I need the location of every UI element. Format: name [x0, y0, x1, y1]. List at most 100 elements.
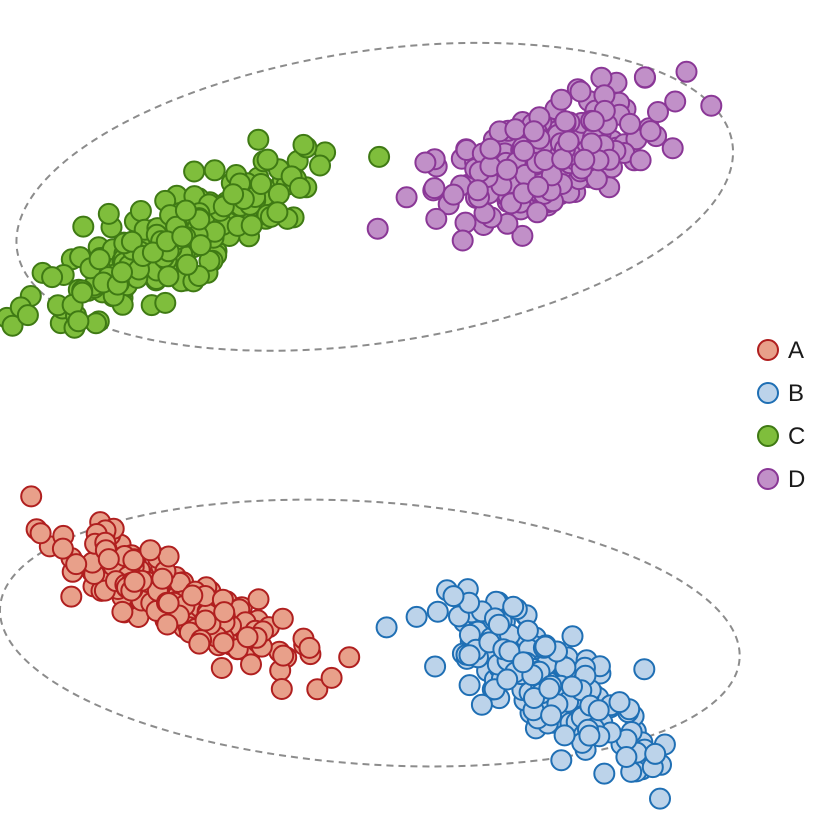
- point-b: [458, 674, 481, 697]
- point-c: [41, 266, 64, 289]
- point-b: [644, 742, 667, 765]
- point-c: [368, 145, 391, 168]
- data-points: [0, 60, 723, 810]
- point-b: [550, 749, 573, 772]
- point-c: [171, 225, 194, 248]
- point-c: [292, 133, 315, 156]
- point-c: [309, 154, 331, 177]
- legend-label-d: D: [788, 466, 805, 493]
- point-a: [157, 592, 180, 615]
- point-b: [426, 600, 449, 623]
- point-d: [522, 120, 545, 143]
- point-a: [240, 653, 262, 676]
- point-a: [181, 584, 204, 607]
- point-b: [458, 644, 481, 667]
- point-c: [222, 183, 245, 206]
- point-c: [240, 214, 263, 237]
- point-a: [151, 567, 174, 590]
- point-a: [210, 657, 233, 679]
- point-d: [527, 175, 550, 198]
- point-a: [157, 545, 180, 568]
- point-b: [405, 605, 428, 628]
- legend-item-b: B: [757, 380, 804, 407]
- point-a: [188, 632, 211, 655]
- point-a: [122, 549, 145, 572]
- point-d: [496, 158, 519, 181]
- point-c: [71, 281, 94, 304]
- point-c: [97, 202, 120, 225]
- series-c: [0, 128, 391, 339]
- point-d: [512, 139, 535, 162]
- point-b: [608, 691, 631, 714]
- point-a: [213, 601, 236, 624]
- point-c: [288, 176, 311, 199]
- legend-label-b: B: [788, 380, 804, 407]
- point-d: [479, 137, 502, 160]
- group-outline-a-b: [0, 498, 741, 768]
- point-d: [661, 137, 684, 160]
- point-a: [139, 539, 162, 562]
- point-a: [320, 666, 343, 689]
- point-d: [619, 112, 641, 135]
- point-b: [424, 655, 447, 678]
- point-b: [516, 619, 539, 642]
- legend-marker-d: [757, 468, 779, 490]
- point-b: [502, 595, 525, 618]
- point-d: [451, 229, 474, 252]
- point-b: [561, 625, 584, 648]
- series-a: [20, 485, 361, 701]
- point-d: [675, 60, 698, 83]
- point-a: [29, 522, 52, 545]
- point-b: [633, 658, 656, 681]
- series-d: [366, 60, 723, 252]
- point-a: [65, 553, 88, 576]
- point-a: [20, 485, 43, 508]
- point-c: [256, 148, 279, 171]
- point-b: [538, 677, 561, 700]
- point-a: [270, 678, 293, 700]
- point-c: [72, 215, 95, 238]
- point-b: [587, 699, 610, 722]
- point-c: [267, 182, 290, 205]
- point-b: [615, 746, 638, 768]
- point-c: [189, 234, 212, 257]
- point-d: [700, 94, 723, 117]
- point-d: [639, 120, 662, 143]
- legend-marker-b: [757, 382, 779, 404]
- point-d: [425, 207, 448, 230]
- point-b: [578, 724, 601, 747]
- point-c: [176, 253, 199, 276]
- legend-item-d: D: [757, 466, 805, 493]
- legend-label-a: A: [788, 337, 804, 364]
- point-d: [629, 149, 652, 172]
- point-d: [557, 130, 580, 153]
- point-d: [664, 90, 687, 113]
- point-c: [247, 128, 270, 151]
- point-c: [154, 291, 177, 314]
- legend-item-a: A: [757, 337, 804, 364]
- point-d: [554, 110, 577, 133]
- legend-label-c: C: [788, 423, 805, 450]
- point-c: [88, 248, 111, 271]
- point-b: [540, 704, 563, 727]
- point-d: [466, 179, 489, 202]
- point-d: [504, 118, 527, 141]
- point-b: [375, 616, 398, 639]
- point-a: [306, 678, 329, 701]
- point-c: [250, 173, 272, 195]
- point-d: [569, 80, 592, 103]
- point-c: [266, 201, 289, 224]
- point-c: [203, 159, 226, 182]
- point-b: [470, 693, 493, 716]
- point-c: [129, 200, 152, 222]
- point-a: [97, 548, 120, 571]
- point-c: [16, 304, 39, 327]
- point-b: [512, 651, 535, 674]
- point-d: [511, 224, 534, 247]
- point-c: [67, 310, 90, 333]
- point-b: [487, 613, 510, 636]
- legend-item-c: C: [757, 423, 805, 450]
- point-a: [272, 644, 295, 667]
- point-a: [236, 626, 259, 649]
